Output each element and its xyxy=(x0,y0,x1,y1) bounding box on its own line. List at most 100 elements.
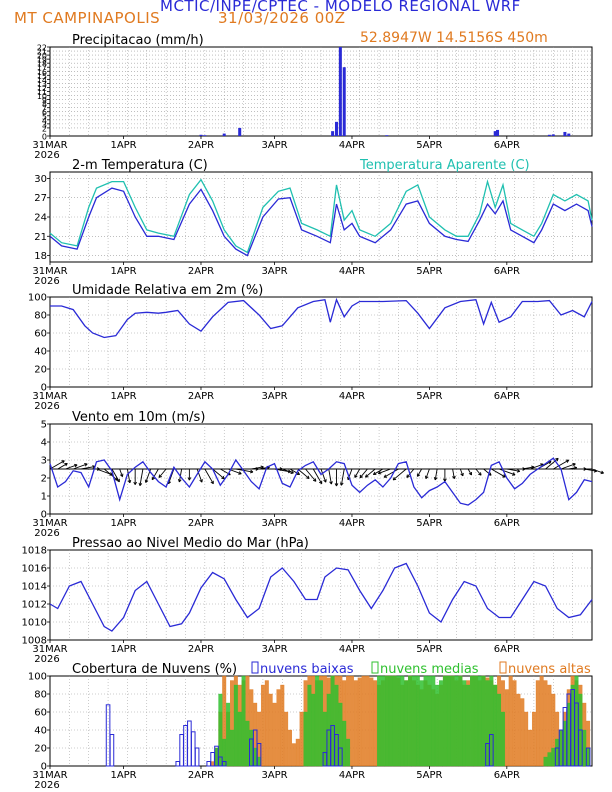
cloud-bar xyxy=(257,756,262,767)
x-tick-label: 6APR xyxy=(494,644,520,655)
cloud-bar xyxy=(190,731,196,767)
cloud-bar xyxy=(415,675,420,767)
wind-arrow xyxy=(65,464,78,470)
cloud-bar xyxy=(346,738,351,767)
cloud-bar xyxy=(485,680,490,767)
y-tick-label: 24 xyxy=(34,213,47,224)
cloud-bar xyxy=(458,675,463,767)
legend-label: nuvens baixas xyxy=(260,662,354,677)
x-tick-label: 31MAR xyxy=(32,266,67,277)
wind-arrow-head xyxy=(406,474,410,478)
y-tick-label: 7 xyxy=(42,104,47,113)
wind-arrow-head xyxy=(516,469,521,473)
wind-arrow-head xyxy=(221,475,225,480)
y-tick-label: 16 xyxy=(37,68,47,77)
cloud-bar xyxy=(241,675,246,767)
wind-arrow xyxy=(196,468,203,483)
wind-arrow xyxy=(73,463,88,470)
cloud-bar xyxy=(109,734,115,767)
cloud-bar xyxy=(311,693,316,767)
cloud-bar xyxy=(342,720,347,767)
cloud-bar xyxy=(578,729,583,767)
wind-arrow-head xyxy=(452,475,456,479)
x-tick-label: 1APR xyxy=(110,770,136,781)
y-tick-label: 20 xyxy=(37,52,47,61)
cloud-bar xyxy=(218,693,223,767)
wind-arrow-head xyxy=(478,472,482,476)
precip-bar xyxy=(331,131,335,136)
wind-arrow-head xyxy=(74,463,78,468)
wind-arrow-head xyxy=(116,478,120,483)
series-line-1 xyxy=(49,178,593,254)
cloud-bar xyxy=(477,675,482,767)
precip-bar xyxy=(238,127,242,136)
y-tick-label: 8 xyxy=(42,100,47,109)
cloud-bar xyxy=(450,675,455,767)
cloud-bar xyxy=(334,684,339,767)
wind-arrow xyxy=(151,468,159,480)
x-tick-label: 2APR xyxy=(188,518,214,529)
cloud-bar xyxy=(361,675,366,767)
y-tick-label: 60 xyxy=(34,708,47,719)
wind-arrow xyxy=(483,468,492,476)
x-tick-label: 3APR xyxy=(261,518,287,529)
y-tick-label: 22 xyxy=(37,44,47,53)
cloud-bar xyxy=(230,729,234,767)
y-tick-label: 80 xyxy=(34,690,47,701)
cloud-bar xyxy=(489,675,494,767)
cloud-bar xyxy=(470,675,474,767)
precip-bar xyxy=(493,131,497,136)
cloud-bar xyxy=(582,729,587,767)
y-tick-label: 15 xyxy=(37,72,47,81)
wind-arrow-head xyxy=(339,482,344,486)
wind-arrow xyxy=(383,468,399,478)
wind-arrow-head xyxy=(158,474,162,478)
cloud-bar xyxy=(272,702,277,767)
y-tick-label: 1012 xyxy=(22,600,47,611)
cloud-bar xyxy=(419,680,424,767)
cloud-bar xyxy=(504,689,509,767)
wind-arrow-head xyxy=(306,475,310,480)
year-label: 2026 xyxy=(34,401,59,412)
cloud-bar xyxy=(226,702,231,767)
wind-arrow-head xyxy=(119,473,124,478)
x-tick-label: 3APR xyxy=(261,770,287,781)
cloud-bar xyxy=(214,747,219,767)
cloud-bar xyxy=(105,704,111,767)
wind-arrow-head xyxy=(565,459,570,463)
wind-arrow-head xyxy=(177,479,182,483)
precip-bar xyxy=(334,121,338,136)
legend-swatch xyxy=(371,661,379,674)
x-tick-label: 1APR xyxy=(110,140,136,151)
wind-arrow xyxy=(347,468,353,480)
wind-arrow xyxy=(467,468,472,476)
legend-swatch xyxy=(251,661,259,674)
x-tick-label: 31MAR xyxy=(32,644,67,655)
y-tick-label: 4 xyxy=(41,438,47,449)
wind-arrow-head xyxy=(249,469,254,474)
precip-bar xyxy=(551,134,555,136)
panel-title-clouds: Cobertura de Nuvens (%) xyxy=(72,662,237,677)
cloud-bar xyxy=(423,675,428,767)
precip-bar xyxy=(203,135,207,136)
x-tick-label: 6APR xyxy=(494,391,520,402)
wind-arrow-head xyxy=(383,474,388,478)
cloud-bar xyxy=(570,684,575,767)
wind-arrow xyxy=(57,463,68,470)
wind-arrow xyxy=(139,468,144,486)
wind-arrow-head xyxy=(372,471,377,475)
y-tick-label: 18 xyxy=(34,251,47,262)
y-tick-label: 1010 xyxy=(22,618,47,629)
y-tick-label: 1014 xyxy=(22,582,47,593)
wind-arrow xyxy=(111,468,120,483)
run-date: 31/03/2026 00Z xyxy=(218,9,346,27)
cloud-bar xyxy=(288,729,292,767)
y-tick-label: 20 xyxy=(34,365,47,376)
cloud-bar xyxy=(388,675,393,767)
wind-arrow xyxy=(328,468,332,485)
wind-arrow-head xyxy=(187,477,192,481)
series-line-0 xyxy=(49,187,593,257)
cloud-bar xyxy=(555,738,560,767)
cloud-bar xyxy=(380,675,385,767)
wind-arrow xyxy=(340,468,345,486)
